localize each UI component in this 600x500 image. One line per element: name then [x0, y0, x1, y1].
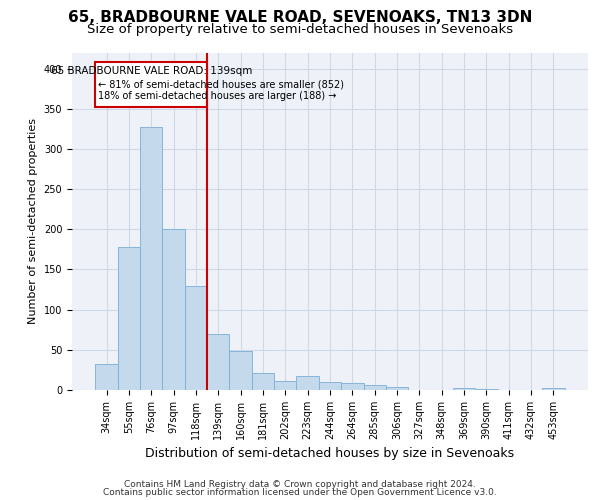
FancyBboxPatch shape	[95, 62, 207, 107]
Bar	[163, 230, 185, 390]
Bar	[207, 334, 229, 390]
Text: 65 BRADBOURNE VALE ROAD: 139sqm: 65 BRADBOURNE VALE ROAD: 139sqm	[50, 66, 252, 76]
Bar	[364, 385, 386, 390]
Text: 65, BRADBOURNE VALE ROAD, SEVENOAKS, TN13 3DN: 65, BRADBOURNE VALE ROAD, SEVENOAKS, TN1…	[68, 10, 532, 25]
Y-axis label: Number of semi-detached properties: Number of semi-detached properties	[28, 118, 38, 324]
Bar	[274, 381, 296, 390]
X-axis label: Distribution of semi-detached houses by size in Sevenoaks: Distribution of semi-detached houses by …	[145, 448, 515, 460]
Bar	[319, 382, 341, 390]
Bar	[95, 364, 118, 390]
Bar	[542, 388, 565, 390]
Bar	[296, 376, 319, 390]
Bar	[118, 247, 140, 390]
Bar	[185, 286, 207, 390]
Bar	[475, 389, 497, 390]
Bar	[252, 373, 274, 390]
Text: Contains HM Land Registry data © Crown copyright and database right 2024.: Contains HM Land Registry data © Crown c…	[124, 480, 476, 489]
Bar	[341, 383, 364, 390]
Bar	[453, 388, 475, 390]
Text: 18% of semi-detached houses are larger (188) →: 18% of semi-detached houses are larger (…	[98, 91, 337, 101]
Bar	[229, 352, 252, 390]
Text: ← 81% of semi-detached houses are smaller (852): ← 81% of semi-detached houses are smalle…	[98, 79, 344, 89]
Text: Size of property relative to semi-detached houses in Sevenoaks: Size of property relative to semi-detach…	[87, 22, 513, 36]
Text: Contains public sector information licensed under the Open Government Licence v3: Contains public sector information licen…	[103, 488, 497, 497]
Bar	[386, 387, 408, 390]
Bar	[140, 127, 163, 390]
